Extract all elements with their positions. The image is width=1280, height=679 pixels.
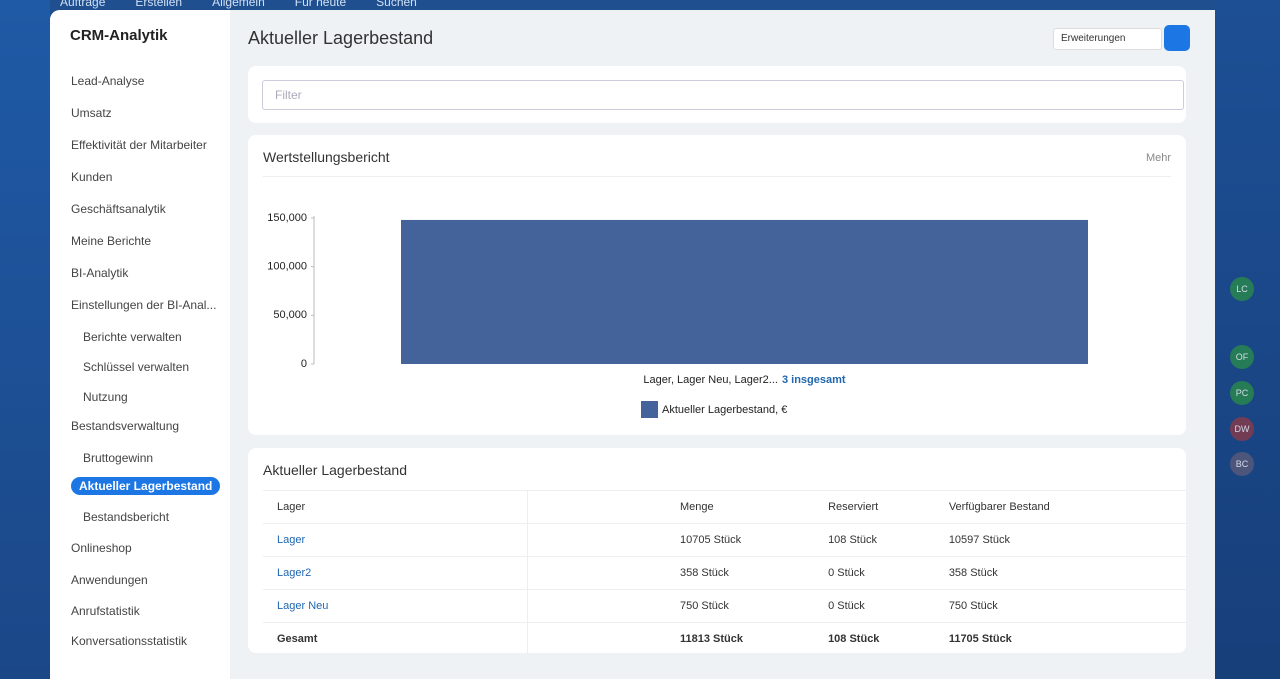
cell: 358 Stück (680, 556, 829, 590)
card-title: Aktueller Lagerbestand (263, 462, 407, 478)
row: Lager Neu 750 Stück 0 Stück 750 Stück (263, 589, 1186, 623)
cell: 750 Stück (680, 589, 829, 623)
avatar[interactable]: LC (1230, 277, 1254, 301)
right-rail (1215, 0, 1280, 679)
bg-text: Suchen (376, 0, 417, 9)
menu-item[interactable]: Geschäftsanalytik (71, 202, 166, 216)
y-tick-label: 0 (301, 358, 307, 370)
menu-item[interactable]: Einstellungen der BI-Anal... (71, 298, 217, 312)
column-header: Menge (680, 490, 829, 524)
cell: 11705 Stück (948, 622, 1186, 655)
column-header: Lager (263, 490, 528, 524)
header-row: Lager Menge Reserviert Verfügbarer Bestand (263, 490, 1186, 524)
category: Lager, Lager Neu, Lager2... (643, 374, 778, 386)
menu-item[interactable]: Bestandsverwaltung (71, 419, 180, 433)
filter-card: Filter (248, 66, 1186, 123)
legend-swatch (641, 401, 658, 418)
bg-text: Erstellen (135, 0, 183, 9)
menu-item[interactable]: Anwendungen (71, 573, 148, 587)
row: Lager 10705 Stück 108 Stück 10597 Stück (263, 523, 1186, 557)
menu-item[interactable]: Effektivität der Mitarbeiter (71, 138, 207, 152)
store-link[interactable]: Lager (277, 534, 306, 546)
chart: 0 50,000 100,000 150,000 Lager, Lager Neu, L… (267, 212, 1088, 418)
y-tick-label: 150,000 (267, 212, 307, 224)
cell: 11813 Stück (680, 622, 829, 655)
sidebar: CRM-Analytik Lead-Analyse Umsatz Effekti… (50, 10, 230, 679)
avatar[interactable]: BC (1230, 452, 1254, 476)
submenu-item-active[interactable]: Aktueller Lagerbestand (71, 477, 221, 495)
bg-text: Aufträge (60, 0, 106, 9)
left-rail (0, 0, 50, 679)
store-link[interactable]: Lager Neu (277, 600, 329, 612)
legend-label: Aktueller Lagerbestand, € (662, 404, 787, 416)
menu-item[interactable]: Meine Berichte (71, 234, 152, 248)
row: Lager2 358 Stück 0 Stück 358 Stück (263, 556, 1186, 590)
more-link[interactable]: Mehr (1145, 152, 1171, 164)
cell: 108 Stück (828, 523, 949, 557)
menu-item[interactable]: Umsatz (71, 106, 112, 120)
filter-input[interactable]: Filter (262, 80, 1184, 110)
menu-item[interactable]: Anrufstatistik (71, 604, 140, 618)
cell: 0 Stück (828, 556, 949, 590)
cell: 0 Stück (828, 589, 949, 623)
cell: Gesamt (263, 622, 528, 655)
panel: CRM-Analytik Lead-Analyse Umsatz Effekti… (50, 10, 1215, 679)
stock-table: Lager Menge Reserviert Verfügbarer Bestand … (263, 490, 1186, 655)
cell: 10597 Stück (948, 523, 1186, 557)
bg-text: Allgemein (212, 0, 265, 9)
y-tick-label: 100,000 (267, 261, 307, 273)
submenu-item[interactable]: Bestandsbericht (83, 510, 170, 524)
settings-button[interactable] (1164, 25, 1190, 51)
bar (401, 219, 1088, 364)
x-tick-label: Lager, Lager Neu, Lager2... 3 insgesamt (643, 374, 845, 386)
cell: 750 Stück (948, 589, 1186, 623)
menu-item[interactable]: Onlineshop (71, 541, 132, 555)
extensions-button[interactable]: Erweiterungen (1053, 28, 1162, 50)
table-card: Aktueller Lagerbestand Lager Menge Reservi… (248, 448, 1186, 655)
menu-item[interactable]: Konversationsstatistik (71, 634, 188, 648)
submenu-item[interactable]: Berichte verwalten (83, 330, 182, 344)
avatar[interactable]: DW (1230, 417, 1254, 441)
menu-item[interactable]: BI-Analytik (71, 266, 129, 280)
store-link[interactable]: Lager2 (277, 567, 312, 579)
y-tick-label: 50,000 (273, 309, 307, 321)
menu-item[interactable]: Lead-Analyse (71, 74, 145, 88)
divider (263, 176, 1171, 177)
submenu-item[interactable]: Schlüssel verwalten (83, 360, 190, 374)
cell: 108 Stück (828, 622, 949, 655)
total-row: Gesamt 11813 Stück 108 Stück 11705 Stück (263, 622, 1186, 655)
card-title: Wertstellungsbericht (263, 149, 390, 165)
cell: 358 Stück (948, 556, 1186, 590)
cell: 10705 Stück (680, 523, 829, 557)
column-header: Verfügbarer Bestand (948, 490, 1186, 524)
page-title: Aktueller Lagerbestand (248, 28, 434, 48)
submenu-item[interactable]: Bruttogewinn (83, 451, 154, 465)
top-bar: Aufträge Erstellen Allgemein Für heute Suche… (60, 0, 1210, 10)
avatar[interactable]: OF (1230, 345, 1254, 369)
category-link[interactable]: 3 insgesamt (782, 374, 846, 386)
bg-text: Für heute (294, 0, 347, 9)
submenu-item[interactable]: Nutzung (83, 390, 128, 404)
avatar[interactable]: PC (1230, 381, 1254, 405)
menu-item[interactable]: Kunden (71, 170, 113, 184)
chart-card: Wertstellungsbericht Mehr 0 50,000 100,000… (248, 135, 1186, 435)
sidebar-title: CRM-Analytik (70, 27, 168, 44)
column-header: Reserviert (828, 490, 949, 524)
